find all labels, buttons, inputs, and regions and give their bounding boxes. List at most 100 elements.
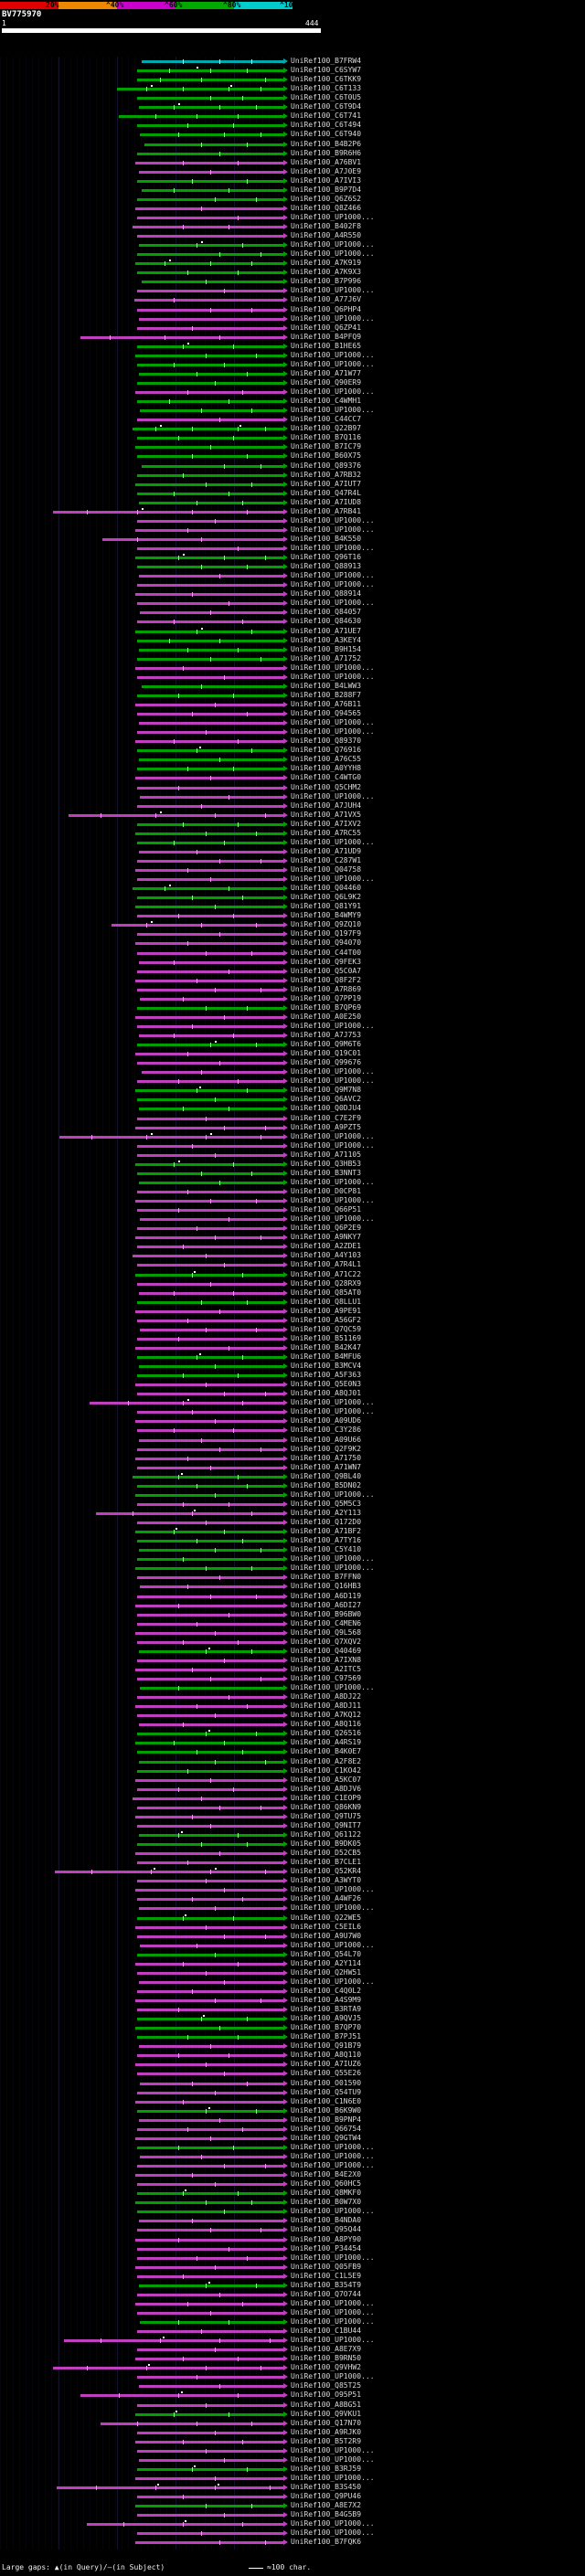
hit-row: UniRef100_UP1000... — [0, 2519, 585, 2528]
hit-arrow-icon — [283, 1198, 288, 1204]
hit-row: UniRef100_B7FRW4 — [0, 57, 585, 66]
hit-row: UniRef100_A8E7X9 — [0, 2345, 585, 2354]
hit-bar — [137, 1622, 283, 1626]
hit-row: UniRef100_Q52KR4 — [0, 1867, 585, 1876]
hit-arrow-icon — [283, 655, 288, 662]
hit-bar — [137, 363, 283, 366]
hit-arrow-icon — [283, 2144, 288, 2150]
alignment-tick — [247, 1005, 248, 1011]
hit-arrow-icon — [283, 1520, 288, 1526]
alignment-tick — [256, 1199, 257, 1204]
alignment-tick — [238, 215, 239, 220]
alignment-tick — [224, 1125, 225, 1130]
hit-arrow-icon — [283, 2347, 288, 2353]
hit-label: UniRef100_A2F8E2 — [291, 1756, 362, 1765]
alignment-tick — [187, 1860, 188, 1866]
alignment-tick — [265, 2540, 266, 2546]
hit-row: UniRef100_Q89376 — [0, 461, 585, 471]
hit-bar — [137, 271, 283, 275]
hit-label: UniRef100_C3Y286 — [291, 1426, 362, 1435]
hit-row: UniRef100_C97569 — [0, 1674, 585, 1683]
alignment-tick — [206, 1970, 207, 1976]
alignment-tick — [215, 380, 216, 386]
alignment-tick — [183, 1501, 184, 1507]
hit-bar — [140, 1328, 283, 1331]
hit-arrow-icon — [283, 1703, 288, 1710]
hit-label: UniRef100_B7FFN0 — [291, 1573, 362, 1582]
hit-label: UniRef100_Q55E26 — [291, 2069, 362, 2078]
hit-arrow-icon — [283, 2411, 288, 2417]
alignment-tick — [174, 2412, 175, 2417]
hit-bar — [135, 2136, 283, 2140]
alignment-tick — [187, 2126, 188, 2132]
alignment-tick — [201, 78, 202, 83]
hit-arrow-icon — [283, 1391, 288, 1397]
hit-bar — [135, 1668, 283, 1671]
alignment-tick — [242, 1401, 243, 1406]
hit-label: UniRef100_Q40469 — [291, 1646, 362, 1655]
hit-arrow-icon — [283, 1124, 288, 1130]
alignment-tick — [178, 1786, 179, 1792]
hit-row: UniRef100_C6SYW7 — [0, 66, 585, 75]
hit-bar — [135, 2100, 283, 2104]
gap-marker — [201, 627, 203, 630]
alignment-tick — [219, 334, 220, 340]
hit-arrow-icon — [283, 664, 288, 671]
hit-bar — [135, 1999, 283, 2003]
hit-label: UniRef100_Q9PU46 — [291, 2492, 362, 2501]
alignment-tick — [206, 482, 207, 487]
hit-bar — [87, 2523, 283, 2527]
hit-label: UniRef100_B4K550 — [291, 534, 362, 543]
hit-arrow-icon — [283, 729, 288, 736]
hit-row: UniRef100_B60X75 — [0, 451, 585, 461]
hit-row: UniRef100_Q2HW51 — [0, 1968, 585, 1977]
alignment-tick — [192, 1410, 193, 1415]
alignment-tick — [178, 2393, 179, 2399]
hit-label: UniRef100_A71105 — [291, 1150, 362, 1159]
hit-bar — [133, 1475, 283, 1479]
alignment-tick — [192, 1897, 193, 1903]
gap-marker — [185, 2520, 186, 2523]
hit-row: UniRef100_UP1000... — [0, 1178, 585, 1187]
hit-label: UniRef100_B5DN02 — [291, 1480, 362, 1489]
hit-arrow-icon — [283, 757, 288, 763]
hit-row: UniRef100_Q3HB53 — [0, 1160, 585, 1169]
alignment-tick — [155, 114, 156, 120]
hit-arrow-icon — [283, 986, 288, 992]
hit-bar — [139, 2284, 283, 2287]
hit-bar — [64, 2339, 283, 2343]
hit-bar — [137, 2009, 283, 2012]
gap-marker — [176, 1528, 177, 1531]
hit-arrow-icon — [283, 2007, 288, 2013]
alignment-tick — [233, 1428, 234, 1434]
hit-bar — [137, 1843, 283, 1847]
hit-label: UniRef100_A8Q116 — [291, 1720, 362, 1729]
hit-row: UniRef100_B4K0E7 — [0, 1747, 585, 1756]
hit-bar — [137, 1916, 283, 1920]
hit-row: UniRef100_A8BG51 — [0, 2401, 585, 2410]
alignment-tick — [224, 1741, 225, 1746]
hit-arrow-icon — [283, 1629, 288, 1636]
alignment-tick — [192, 454, 193, 460]
alignment-tick — [187, 1190, 188, 1194]
hit-row: UniRef100_Q26516 — [0, 1729, 585, 1738]
hit-bar — [139, 2045, 283, 2049]
hit-arrow-icon — [283, 1308, 288, 1314]
hit-row: UniRef100_Q96T16 — [0, 553, 585, 562]
alignment-tick — [210, 1823, 211, 1829]
hit-bar — [139, 1760, 283, 1764]
hit-arrow-icon — [283, 2163, 288, 2169]
gap-marker — [239, 425, 241, 428]
hit-label: UniRef100_UP1000... — [291, 350, 375, 359]
hit-row: UniRef100_O01590 — [0, 2079, 585, 2088]
hit-row: UniRef100_Q54TU9 — [0, 2088, 585, 2097]
hit-arrow-icon — [283, 2465, 288, 2472]
hit-label: UniRef100_Q95Q44 — [291, 2225, 362, 2234]
alignment-tick — [251, 59, 252, 64]
hit-bar — [137, 2431, 283, 2434]
gap-marker — [178, 1160, 180, 1162]
hit-bar — [137, 804, 283, 808]
hit-label: UniRef100_B7CLE1 — [291, 1858, 362, 1867]
hit-alignment-panel: UniRef100_B7FRW4 UniRef100_C6SYW7 UniRef10… — [0, 57, 585, 2549]
hit-label: UniRef100_Q76916 — [291, 746, 362, 755]
